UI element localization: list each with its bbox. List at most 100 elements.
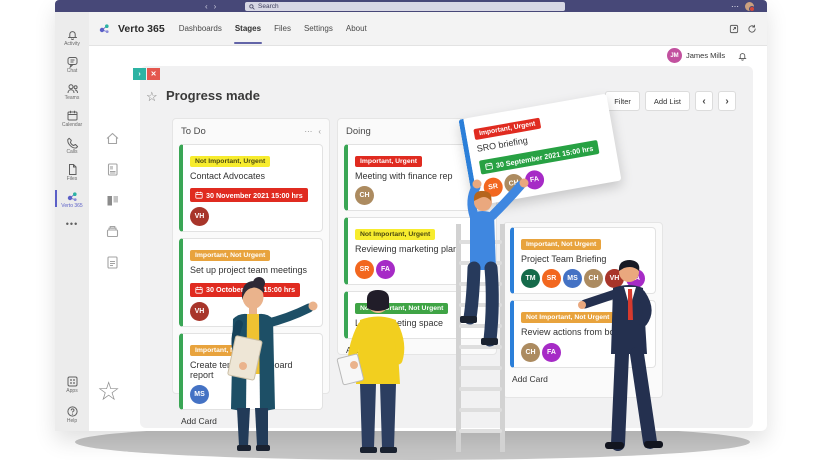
avatar: CH	[584, 269, 603, 289]
sidebar-home-button[interactable]	[104, 130, 121, 147]
user-name: James Mills	[686, 51, 726, 60]
history-nav: ‹ ›	[205, 0, 216, 12]
app-sidebar: ☆	[89, 46, 139, 431]
user-avatar[interactable]: JM	[667, 48, 682, 63]
illustration-woman-with-folder	[193, 276, 323, 454]
column-collapse-button[interactable]: ‹	[318, 127, 321, 136]
calendar-icon	[485, 162, 494, 171]
notifications-button[interactable]	[737, 50, 748, 62]
calendar-icon	[195, 192, 203, 199]
kanban-card[interactable]: Not Important, Urgent Reviewing marketin…	[344, 217, 490, 285]
rail-item-verto-365[interactable]: Verto 365	[55, 190, 89, 209]
people-icon	[66, 82, 79, 95]
avatar: CH	[521, 342, 540, 362]
priority-label: Important, Not Urgent	[190, 250, 271, 262]
rail-item-help[interactable]: Help	[55, 405, 89, 424]
board-title: Progress made	[166, 88, 260, 103]
card-title: Meeting with finance rep	[355, 171, 453, 181]
sidebar-board-button[interactable]	[104, 192, 121, 209]
avatar: CH	[355, 186, 374, 206]
avatar: VH	[190, 301, 209, 321]
priority-label: Important, Urgent	[355, 156, 423, 167]
app-title: Verto 365	[118, 22, 165, 35]
apps-icon	[66, 375, 79, 388]
decorative-star-icon: ☆	[97, 376, 121, 406]
priority-label: Not Important, Not Urgent	[355, 302, 449, 314]
document-icon	[66, 163, 79, 176]
user-chip: JM James Mills	[667, 48, 748, 63]
avatar: FA	[376, 259, 395, 279]
rail-item-activity[interactable]: Activity	[55, 28, 89, 47]
app-rail: Activity Chat Teams Calendar Calls Files…	[55, 12, 89, 431]
teams-title-bar: ‹ › Search ⋯	[55, 0, 767, 12]
illustration-man-on-ladder	[436, 158, 536, 454]
scroll-right-button[interactable]: ›	[718, 91, 736, 111]
bell-icon	[66, 28, 79, 41]
rail-item-teams[interactable]: Teams	[55, 82, 89, 101]
rail-item-calls[interactable]: Calls	[55, 136, 89, 155]
sidebar-report-button[interactable]	[104, 254, 121, 271]
tab-settings[interactable]: Settings	[303, 24, 333, 33]
due-date-badge: 30 November 2021 15:00 hrs	[190, 188, 308, 203]
search-icon	[249, 3, 255, 10]
calendar-icon	[195, 286, 203, 294]
kanban-card[interactable]: Important, Urgent Meeting with finance r…	[344, 144, 490, 212]
rail-item-calendar[interactable]: Calendar	[55, 109, 89, 128]
sidebar-stack-button[interactable]	[104, 223, 121, 240]
rail-item-chat[interactable]: Chat	[55, 55, 89, 74]
column-header: Doing	[346, 126, 371, 137]
presence-dot	[749, 5, 755, 12]
kanban-column-todo: To Do ⋯ ‹ Not Important, Urgent Contact …	[172, 118, 330, 426]
card-title: Review actions from board	[521, 327, 628, 338]
priority-label: Important, Not Urgent	[521, 239, 602, 250]
avatar: SR	[355, 259, 374, 279]
refresh-button[interactable]	[747, 24, 757, 34]
avatar: FA	[542, 342, 561, 362]
avatar: MS	[563, 269, 582, 289]
tab-dashboards[interactable]: Dashboards	[178, 24, 222, 33]
rail-item-apps[interactable]: Apps	[55, 375, 89, 394]
tab-files[interactable]: Files	[274, 24, 291, 33]
titlebar-more-button[interactable]: ⋯	[731, 1, 739, 11]
expand-button[interactable]: ›	[133, 68, 146, 80]
card-title: Reviewing marketing plan	[355, 244, 459, 255]
back-button[interactable]: ‹	[205, 1, 208, 11]
titlebar-avatar[interactable]	[745, 1, 755, 12]
column-menu-button[interactable]: ⋯	[304, 127, 313, 136]
verto-app-icon	[66, 190, 79, 203]
rail-item-more[interactable]: •••	[55, 219, 89, 229]
kanban-column-3: Important, Not Urgent Project Team Brief…	[503, 222, 663, 398]
board-toolbar: Filter Add List ‹ ›	[605, 91, 736, 111]
add-card-button[interactable]: Add Card	[181, 416, 217, 427]
avatar: VH	[190, 207, 209, 227]
add-card-button[interactable]: Add Card	[512, 373, 548, 384]
avatar: SR	[542, 269, 561, 289]
search-input[interactable]: Search	[245, 2, 565, 11]
close-button[interactable]: ✕	[147, 68, 160, 80]
forward-button[interactable]: ›	[213, 1, 217, 11]
avatar: MS	[190, 385, 209, 405]
column-header: To Do ⋯ ‹	[181, 126, 321, 137]
priority-label: Not Important, Not Urgent	[521, 312, 615, 324]
floating-card-sro-briefing[interactable]: Important, Urgent SRO briefing 30 Septem…	[458, 93, 622, 207]
tab-stages[interactable]: Stages	[233, 20, 263, 44]
kanban-board: ☆ Progress made Filter Add List ‹ › To D…	[140, 66, 753, 428]
scroll-left-button[interactable]: ‹	[695, 91, 713, 111]
filter-button[interactable]: Filter	[605, 91, 640, 111]
priority-label: Not Important, Urgent	[355, 229, 436, 241]
add-list-button[interactable]: Add List	[644, 91, 690, 111]
rail-item-files[interactable]: Files	[55, 163, 89, 182]
card-title: Locate meeting space	[355, 317, 444, 328]
favorite-star-icon[interactable]: ☆	[146, 89, 158, 104]
open-in-browser-button[interactable]	[729, 24, 739, 34]
kanban-card[interactable]: Not Important, Urgent Contact Advocates …	[179, 144, 323, 233]
sidebar-notes-button[interactable]	[104, 161, 121, 178]
card-title: Set up project team meetings	[190, 265, 308, 276]
avatar: TM	[521, 269, 540, 289]
tab-about[interactable]: About	[345, 24, 367, 33]
app-tabs: Dashboards Stages Files Settings About	[178, 20, 367, 44]
search-placeholder: Search	[258, 3, 279, 10]
teams-window: ‹ › Search ⋯ Activity Chat Teams Calenda…	[55, 0, 767, 431]
illustration-person-with-tablet	[328, 286, 428, 458]
more-icon: •••	[65, 219, 79, 229]
